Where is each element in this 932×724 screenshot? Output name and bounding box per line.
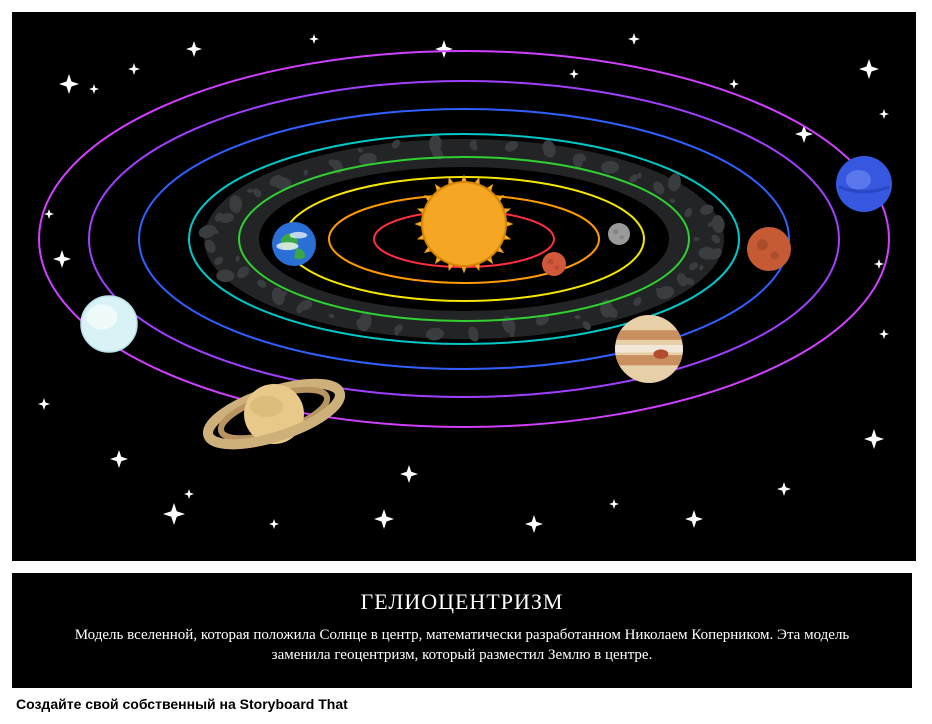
caption-panel: ГЕЛИОЦЕНТРИЗМ Модель вселенной, которая … (12, 573, 912, 688)
planet-jupiter (615, 315, 683, 383)
planet-mercury (608, 223, 630, 245)
planet-neptune (836, 156, 892, 212)
planet-earth (272, 222, 316, 266)
planet-venus (542, 252, 566, 276)
solar-system-svg (14, 14, 914, 559)
solar-system-diagram (12, 12, 916, 561)
caption-title: ГЕЛИОЦЕНТРИЗМ (44, 589, 880, 615)
planet-uranus (81, 296, 137, 352)
caption-description: Модель вселенной, которая положила Солнц… (44, 625, 880, 666)
planet-mars (747, 227, 791, 271)
footer-text: Создайте свой собственный на Storyboard … (12, 688, 920, 712)
